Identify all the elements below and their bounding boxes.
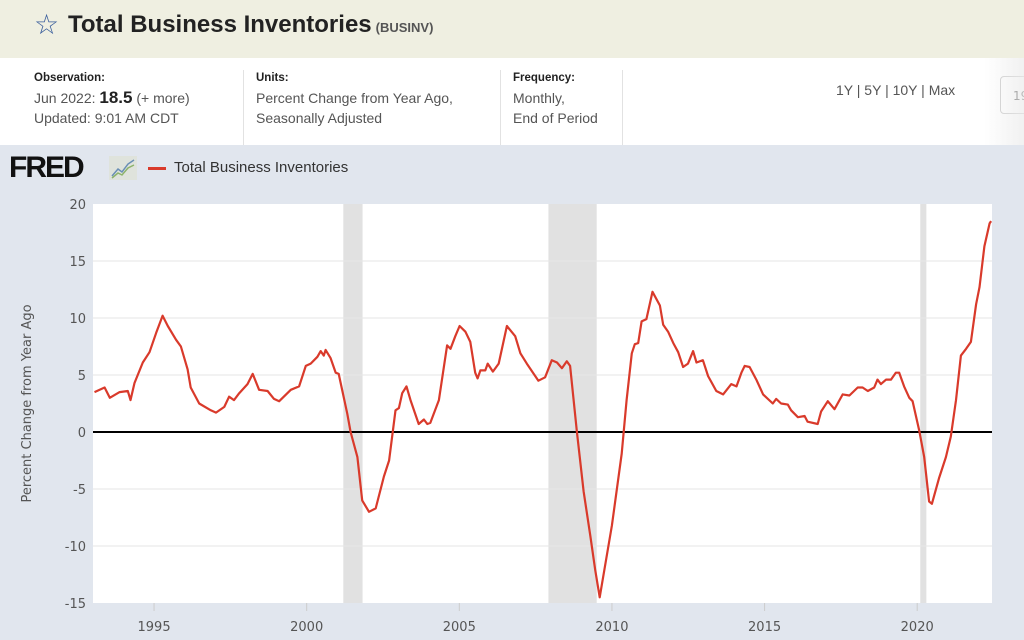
series-id: (BUSINV): [375, 20, 434, 35]
y-tick-label: 0: [78, 426, 86, 441]
fred-logo: FRED: [9, 151, 85, 184]
units-line2: Seasonally Adjusted: [256, 110, 383, 126]
frequency-line2: End of Period: [513, 110, 598, 126]
x-tick-label: 2020: [901, 620, 934, 635]
units-section: Units: Percent Change from Year Ago, Sea…: [243, 70, 496, 145]
legend-swatch: [148, 167, 166, 170]
y-tick-label: -5: [73, 483, 86, 498]
recession-bar: [343, 204, 363, 603]
y-tick-label: -10: [65, 540, 86, 555]
y-tick-label: 20: [69, 198, 86, 213]
more-link[interactable]: (+ more): [136, 90, 190, 106]
frequency-line1: Monthly,: [513, 90, 565, 106]
scroll-fade: [984, 58, 1024, 145]
page-title: Total Business Inventories (BUSINV): [68, 10, 433, 43]
y-tick-label: -15: [65, 597, 86, 612]
observation-label: Observation:: [34, 72, 105, 84]
range-separator: |: [856, 82, 861, 98]
updated-text: Updated: 9:01 AM CDT: [34, 110, 179, 126]
y-tick-label: 5: [78, 369, 86, 384]
x-tick-label: 2010: [595, 620, 628, 635]
range-separator: |: [885, 82, 889, 98]
recession-bar: [920, 204, 927, 603]
observation-section: Observation: Jun 2022: 18.5 (+ more) Upd…: [34, 70, 234, 145]
observation-date: Jun 2022:: [34, 90, 96, 106]
range-separator: |: [921, 82, 925, 98]
divider: [622, 70, 623, 145]
range-1y-button[interactable]: 1Y: [836, 82, 853, 98]
x-tick-label: 2015: [748, 620, 781, 635]
range-selector: 1Y | 5Y | 10Y | Max: [836, 82, 955, 98]
y-tick-label: 10: [69, 312, 86, 327]
star-outline-icon[interactable]: ☆: [34, 8, 60, 41]
observation-value: 18.5: [99, 88, 133, 107]
legend-label: Total Business Inventories: [174, 159, 349, 176]
title-bar: ☆ Total Business Inventories (BUSINV): [0, 0, 1024, 58]
units-label: Units:: [256, 72, 289, 84]
units-line1: Percent Change from Year Ago,: [256, 90, 453, 106]
series-title: Total Business Inventories: [68, 11, 372, 38]
fred-chart-icon: [109, 156, 137, 180]
x-tick-label: 2000: [290, 620, 323, 635]
plot-area: [93, 204, 992, 603]
x-tick-label: 2005: [443, 620, 476, 635]
y-tick-label: 15: [69, 255, 86, 270]
y-axis-label: Percent Change from Year Ago: [20, 304, 35, 502]
frequency-label: Frequency:: [513, 72, 575, 84]
series-line-total-business-inventories: [94, 220, 993, 599]
frequency-section: Frequency: Monthly, End of Period: [500, 70, 623, 145]
range-5y-button[interactable]: 5Y: [864, 82, 882, 98]
metadata-panel: Observation: Jun 2022: 18.5 (+ more) Upd…: [0, 58, 1024, 145]
x-tick-label: 1995: [138, 620, 171, 635]
recession-bar: [548, 204, 597, 603]
range-10y-button[interactable]: 10Y: [892, 82, 918, 98]
range-max-button[interactable]: Max: [928, 82, 956, 98]
